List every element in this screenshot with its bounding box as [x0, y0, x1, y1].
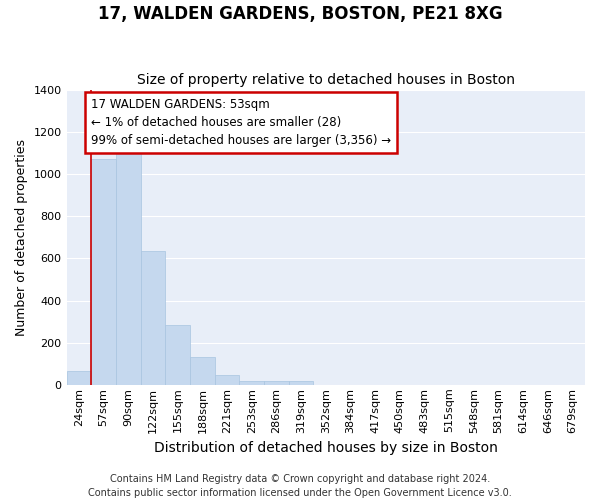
- Text: 17, WALDEN GARDENS, BOSTON, PE21 8XG: 17, WALDEN GARDENS, BOSTON, PE21 8XG: [98, 5, 502, 23]
- X-axis label: Distribution of detached houses by size in Boston: Distribution of detached houses by size …: [154, 441, 498, 455]
- Bar: [264, 380, 289, 385]
- Bar: [215, 375, 239, 385]
- Title: Size of property relative to detached houses in Boston: Size of property relative to detached ho…: [137, 73, 515, 87]
- Bar: [140, 251, 165, 385]
- Bar: [239, 380, 264, 385]
- Bar: [91, 159, 116, 385]
- Bar: [67, 371, 91, 385]
- Bar: [165, 325, 190, 385]
- Bar: [190, 358, 215, 385]
- Text: 17 WALDEN GARDENS: 53sqm
← 1% of detached houses are smaller (28)
99% of semi-de: 17 WALDEN GARDENS: 53sqm ← 1% of detache…: [91, 98, 391, 147]
- Bar: [116, 141, 140, 385]
- Bar: [289, 380, 313, 385]
- Y-axis label: Number of detached properties: Number of detached properties: [15, 138, 28, 336]
- Text: Contains HM Land Registry data © Crown copyright and database right 2024.
Contai: Contains HM Land Registry data © Crown c…: [88, 474, 512, 498]
